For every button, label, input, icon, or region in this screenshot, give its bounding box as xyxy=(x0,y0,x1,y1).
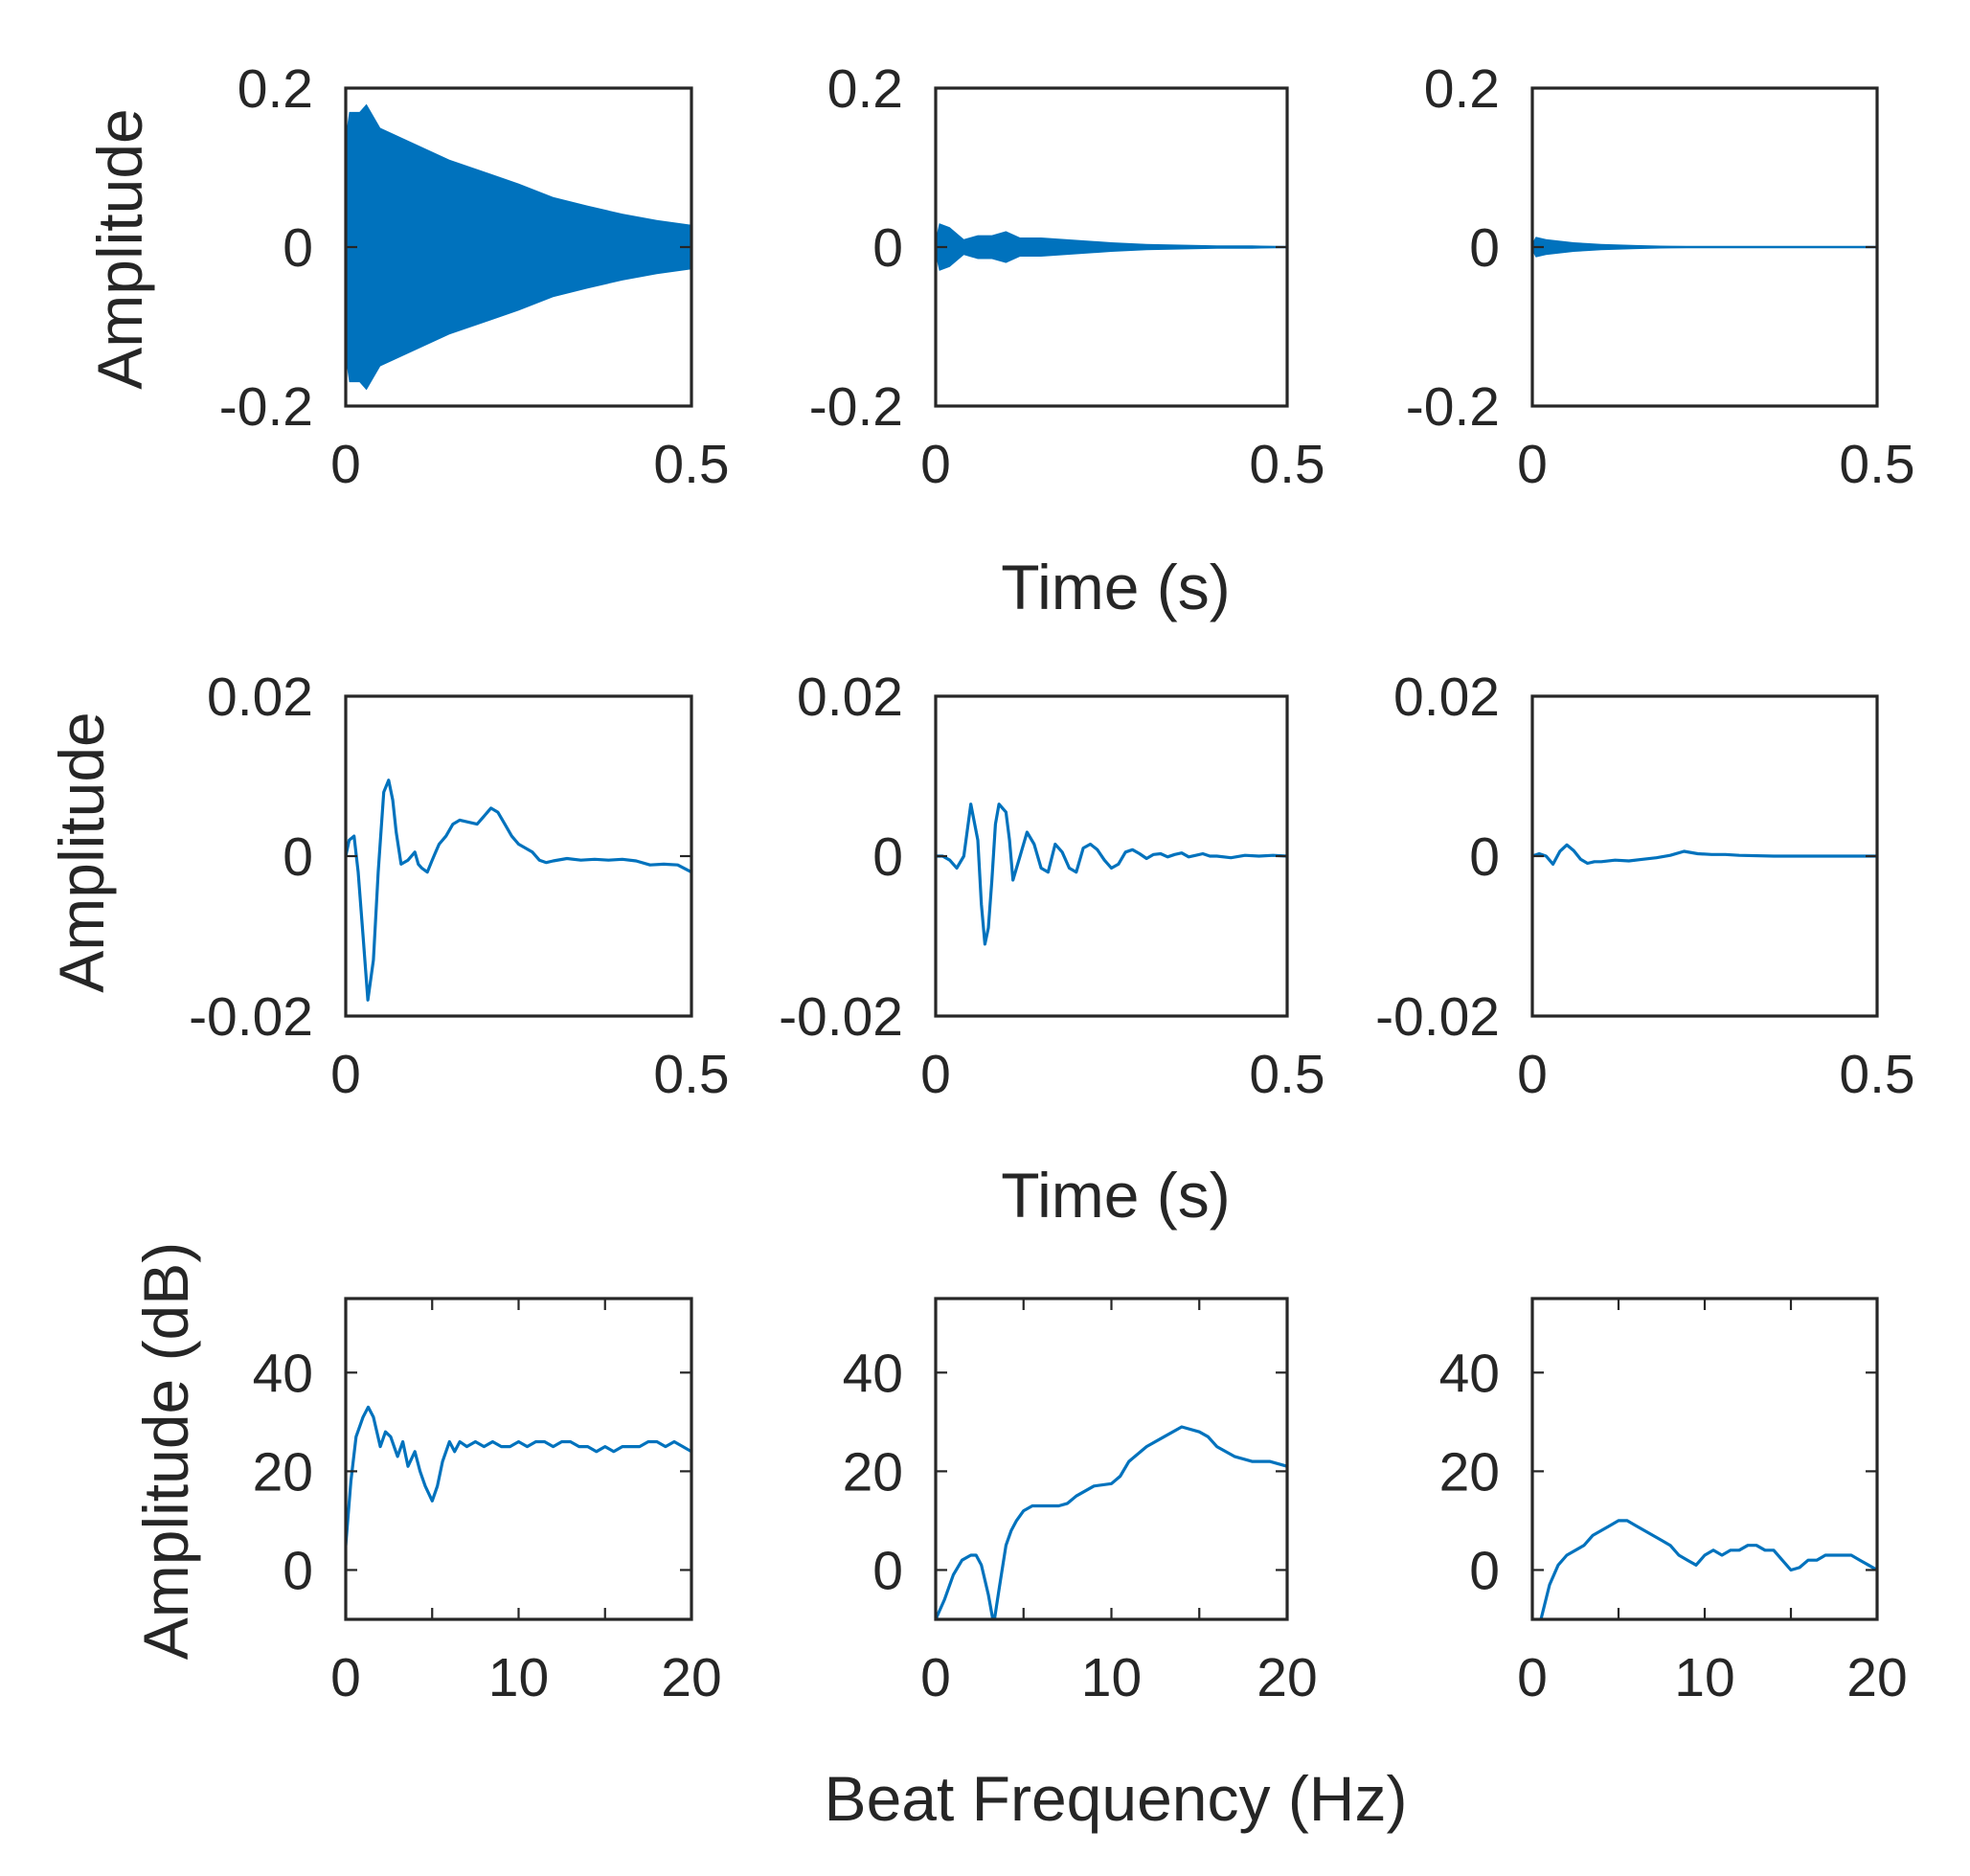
xticklabel-r3c3-1: 10 xyxy=(1674,1647,1734,1708)
yticklabel-r3c2-0: 0 xyxy=(872,1540,903,1601)
subplot-r2c2: 0 0.5 -0.02 0 0.02 xyxy=(779,667,1325,1105)
xticklabel-r3c3-2: 20 xyxy=(1846,1647,1907,1708)
xticklabel-r1c3-1: 0.5 xyxy=(1839,434,1914,495)
series-r1c1 xyxy=(346,103,691,391)
yticklabel-r2c3-2: 0.02 xyxy=(1393,667,1500,728)
row3-ylabel: Amplitude (dB) xyxy=(130,1242,201,1661)
xticklabel-r1c1-1: 0.5 xyxy=(653,434,729,495)
xticklabel-r1c2-0: 0 xyxy=(920,434,951,495)
yticklabel-r2c3-0: -0.02 xyxy=(1375,986,1500,1048)
yticklabel-r3c3-1: 20 xyxy=(1439,1441,1500,1503)
xticklabel-r2c1-0: 0 xyxy=(330,1044,361,1105)
axes-frame-r3c1 xyxy=(344,1297,693,1621)
yticklabel-r2c2-0: -0.02 xyxy=(779,986,903,1048)
xticklabel-r2c2-1: 0.5 xyxy=(1249,1044,1325,1105)
yticklabel-r1c1-1: 0 xyxy=(283,217,313,279)
xticklabel-r3c2-0: 0 xyxy=(920,1647,951,1708)
xticklabel-r3c2-1: 10 xyxy=(1081,1647,1142,1708)
xticklabel-r3c1-2: 20 xyxy=(661,1647,721,1708)
row2-ylabel: Amplitude xyxy=(46,712,117,993)
yticklabel-r2c2-1: 0 xyxy=(872,826,903,888)
xticklabel-r2c3-0: 0 xyxy=(1517,1044,1548,1105)
axes-frame-r1c3 xyxy=(1530,86,1879,408)
axes-frame-r1c1 xyxy=(344,86,693,408)
axes-frame-r3c2 xyxy=(934,1297,1289,1621)
yticklabel-r2c2-2: 0.02 xyxy=(797,667,903,728)
yticklabel-r1c1-2: 0.2 xyxy=(238,58,313,120)
yticklabel-r3c1-2: 40 xyxy=(253,1343,313,1404)
yticklabel-r3c2-2: 40 xyxy=(843,1343,903,1404)
xticklabel-r3c3-0: 0 xyxy=(1517,1647,1548,1708)
subplot-r1c3: 0 0.5 -0.2 0 0.2 xyxy=(1406,58,1915,495)
xticklabel-r1c2-1: 0.5 xyxy=(1249,434,1325,495)
yticklabel-r3c1-0: 0 xyxy=(283,1540,313,1601)
row1-xlabel: Time (s) xyxy=(1001,552,1231,622)
yticklabel-r1c3-1: 0 xyxy=(1469,217,1500,279)
signal-line-r2c1 xyxy=(346,779,691,1002)
yticklabel-r2c1-1: 0 xyxy=(283,826,313,888)
series-r2c3 xyxy=(1532,843,1877,866)
xticklabel-r2c3-1: 0.5 xyxy=(1839,1044,1914,1105)
xticklabel-r1c1-0: 0 xyxy=(330,434,361,495)
signal-line-r2c3 xyxy=(1532,843,1877,866)
series-r1c3 xyxy=(1532,237,1877,258)
row3-xlabel: Beat Frequency (Hz) xyxy=(825,1763,1408,1834)
subplot-r1c1: 0 0.5 -0.2 0 0.2 xyxy=(219,58,730,495)
subplot-r3c1: 0 10 20 0 20 40 xyxy=(253,1297,722,1708)
axes-frame-r2c3 xyxy=(1530,694,1879,1018)
series-r2c2 xyxy=(936,802,1287,946)
yticklabel-r2c1-0: -0.02 xyxy=(189,986,313,1048)
axes-frame-r3c3 xyxy=(1530,1297,1879,1621)
signal-line-r2c2 xyxy=(936,802,1287,946)
subplot-r1c2: 0 0.5 -0.2 0 0.2 xyxy=(809,58,1325,495)
signal-line-r3c2 xyxy=(936,1425,1287,1619)
yticklabel-r1c3-0: -0.2 xyxy=(1406,376,1500,438)
series-r1c2 xyxy=(936,223,1287,271)
axes-frame-r2c2 xyxy=(934,694,1289,1018)
axes-frame-r2c1 xyxy=(344,694,693,1018)
xticklabel-r3c1-1: 10 xyxy=(488,1647,549,1708)
xticklabel-r3c2-2: 20 xyxy=(1257,1647,1317,1708)
yticklabel-r3c1-1: 20 xyxy=(253,1441,313,1503)
signal-line-r3c1 xyxy=(346,1405,691,1546)
series-r2c1 xyxy=(346,779,691,1002)
yticklabel-r3c3-2: 40 xyxy=(1439,1343,1500,1404)
row1-ylabel: Amplitude xyxy=(84,108,155,390)
xticklabel-r2c2-0: 0 xyxy=(920,1044,951,1105)
series-r3c3 xyxy=(1539,1519,1877,1619)
xticklabel-r3c1-0: 0 xyxy=(330,1647,361,1708)
yticklabel-r2c1-2: 0.02 xyxy=(207,667,313,728)
axes-frame-r1c2 xyxy=(934,86,1289,408)
yticklabel-r2c3-1: 0 xyxy=(1469,826,1500,888)
yticklabel-r3c3-0: 0 xyxy=(1469,1540,1500,1601)
signal-line-r3c3 xyxy=(1539,1519,1877,1619)
series-r3c1 xyxy=(346,1405,691,1546)
row2-xlabel: Time (s) xyxy=(1001,1160,1231,1231)
series-r3c2 xyxy=(936,1425,1287,1619)
plot-grid: 0 0.5 -0.2 0 0.2 0 0.5 -0.2 0 0.2 0 0.5 -0.2 0 0.2 0 0.5… xyxy=(189,58,1915,1708)
subplot-r2c3: 0 0.5 -0.02 0 0.02 xyxy=(1375,667,1915,1105)
xticklabel-r1c3-0: 0 xyxy=(1517,434,1548,495)
yticklabel-r1c2-2: 0.2 xyxy=(827,58,903,120)
yticklabel-r1c2-0: -0.2 xyxy=(809,376,903,438)
axis-labels: Amplitude Time (s) Amplitude Time (s) Am… xyxy=(46,108,1407,1834)
subplot-r2c1: 0 0.5 -0.02 0 0.02 xyxy=(189,667,730,1105)
yticklabel-r1c3-2: 0.2 xyxy=(1424,58,1500,120)
xticklabel-r2c1-1: 0.5 xyxy=(653,1044,729,1105)
subplot-r3c2: 0 10 20 0 20 40 xyxy=(843,1297,1318,1708)
yticklabel-r3c2-1: 20 xyxy=(843,1441,903,1503)
yticklabel-r1c1-0: -0.2 xyxy=(219,376,313,438)
yticklabel-r1c2-1: 0 xyxy=(872,217,903,279)
subplot-r3c3: 0 10 20 0 20 40 xyxy=(1439,1297,1908,1708)
